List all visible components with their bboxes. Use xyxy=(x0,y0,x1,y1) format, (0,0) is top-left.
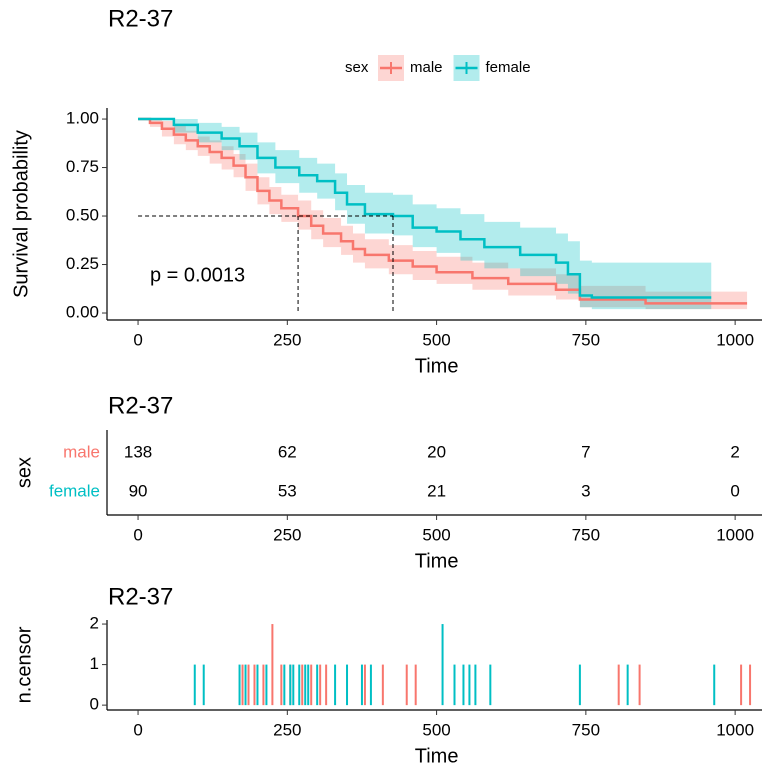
bar xyxy=(334,664,337,706)
panel-title: R2-37 xyxy=(108,392,173,419)
bar xyxy=(310,664,313,706)
y-axis-label: sex xyxy=(13,457,35,488)
bar xyxy=(202,664,205,706)
bar xyxy=(626,664,629,706)
x-tick-label: 750 xyxy=(572,525,600,544)
x-tick-label: 500 xyxy=(422,720,450,739)
bar xyxy=(280,664,283,706)
legend-title: sex xyxy=(345,59,369,76)
x-tick-label: 500 xyxy=(422,525,450,544)
risk-count: 53 xyxy=(278,481,297,500)
bar xyxy=(247,664,250,706)
bar xyxy=(638,664,641,706)
y-tick-label: 0.50 xyxy=(66,206,99,225)
bar xyxy=(283,664,286,706)
bar xyxy=(474,664,477,706)
bar xyxy=(265,664,268,706)
x-axis-label: Time xyxy=(415,550,459,572)
bar xyxy=(298,664,301,706)
bar xyxy=(319,664,322,706)
bar xyxy=(740,664,743,706)
bar xyxy=(271,624,274,706)
y-tick-label: 1.00 xyxy=(66,109,99,128)
y-tick-label: 0.00 xyxy=(66,303,99,322)
bar xyxy=(346,664,349,706)
panel-title: R2-37 xyxy=(108,5,173,32)
row-label: female xyxy=(49,481,100,500)
x-tick-label: 750 xyxy=(572,330,600,349)
x-axis-label: Time xyxy=(415,745,459,767)
bar xyxy=(713,664,716,706)
risk-count: 138 xyxy=(124,442,152,461)
bar xyxy=(414,664,417,706)
row-label: male xyxy=(63,442,100,461)
x-tick-label: 750 xyxy=(572,720,600,739)
bar xyxy=(369,664,372,706)
x-tick-label: 250 xyxy=(273,720,301,739)
bar xyxy=(301,664,304,706)
bar xyxy=(307,664,310,706)
bar xyxy=(749,664,752,706)
bar xyxy=(241,664,244,706)
y-axis-label: n.censor xyxy=(13,626,35,703)
bar xyxy=(489,664,492,706)
bar xyxy=(462,664,465,706)
risk-count: 20 xyxy=(427,442,446,461)
risk-count: 21 xyxy=(427,481,446,500)
bar xyxy=(381,664,384,706)
survival-curve xyxy=(138,117,748,305)
bar xyxy=(468,664,471,706)
x-tick-label: 0 xyxy=(133,525,142,544)
y-tick-label: 0.25 xyxy=(66,254,99,273)
x-tick-label: 250 xyxy=(273,330,301,349)
risk-count: 3 xyxy=(581,481,590,500)
survival-curve xyxy=(138,117,712,299)
bar xyxy=(453,664,456,706)
bar xyxy=(244,664,247,706)
bar xyxy=(256,664,259,706)
y-tick-label: 2 xyxy=(90,614,99,633)
bar xyxy=(262,664,265,706)
x-tick-label: 500 xyxy=(422,330,450,349)
y-axis-label: Survival probability xyxy=(10,130,32,298)
risk-count: 7 xyxy=(581,442,590,461)
risk-count: 62 xyxy=(278,442,297,461)
risk-count: 2 xyxy=(730,442,739,461)
panel-title: R2-37 xyxy=(108,583,173,610)
legend-label: male xyxy=(410,59,443,76)
bar xyxy=(253,664,256,706)
bar xyxy=(405,664,408,706)
x-tick-label: 0 xyxy=(133,330,142,349)
bar xyxy=(292,664,295,706)
bar xyxy=(316,664,319,706)
y-tick-label: 0 xyxy=(90,695,99,714)
y-tick-label: 1 xyxy=(90,654,99,673)
bar xyxy=(441,624,444,706)
risk-count: 90 xyxy=(129,481,148,500)
x-tick-label: 1000 xyxy=(716,330,754,349)
bar xyxy=(193,664,196,706)
x-tick-label: 0 xyxy=(133,720,142,739)
bar xyxy=(617,664,620,706)
risk-count: 0 xyxy=(730,481,739,500)
bar xyxy=(363,664,366,706)
bar xyxy=(325,664,328,706)
y-tick-label: 0.75 xyxy=(66,157,99,176)
x-tick-label: 1000 xyxy=(716,720,754,739)
legend-label: female xyxy=(486,59,531,76)
bar xyxy=(578,664,581,706)
bar xyxy=(238,664,241,706)
x-tick-label: 1000 xyxy=(716,525,754,544)
x-axis-label: Time xyxy=(415,355,459,377)
x-tick-label: 250 xyxy=(273,525,301,544)
bar xyxy=(304,664,307,706)
p-value: p = 0.0013 xyxy=(150,264,245,286)
bar xyxy=(360,664,363,706)
bar xyxy=(289,664,292,706)
